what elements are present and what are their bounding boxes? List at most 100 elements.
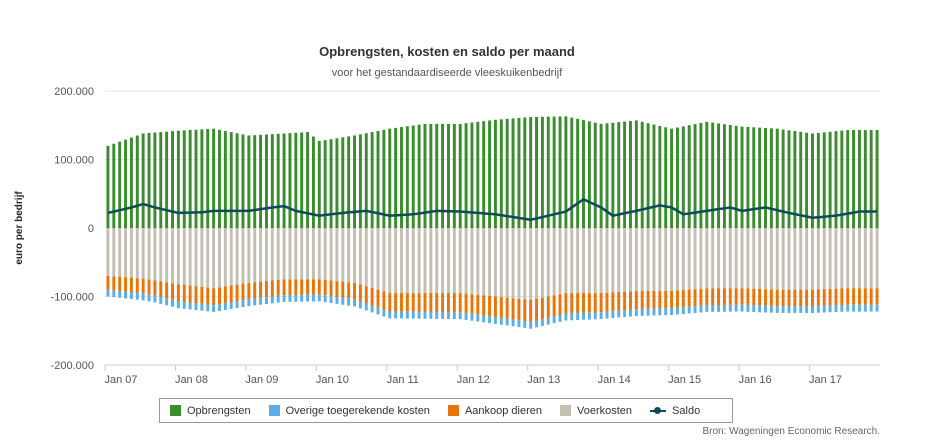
bar-opbrengsten [869,130,873,228]
y-axis-ticks: 200.000 100.000 0 -100.000 -200.000 [51,86,94,372]
bar-opbrengsten [241,134,245,228]
bar-overige-kosten [441,312,445,319]
bar-opbrengsten [664,127,668,228]
bar-voerkosten [182,228,186,285]
bar-aankoop-dieren [781,289,785,307]
bar-aankoop-dieren [734,288,738,305]
bar-aankoop-dieren [464,293,468,314]
bar-opbrengsten [376,130,380,228]
bar-overige-kosten [523,321,527,328]
bar-opbrengsten [540,116,544,228]
bar-overige-kosten [811,306,814,313]
bar-overige-kosten [182,301,186,309]
bar-overige-kosten [787,306,791,313]
bar-voerkosten [411,228,415,294]
bar-opbrengsten [617,122,621,228]
bar-opbrengsten [405,126,409,228]
bar-opbrengsten [775,128,779,228]
bar-aankoop-dieren [364,286,368,304]
y-tick-label: 0 [88,223,94,235]
bar-voerkosten [834,228,838,289]
saldo-line [107,197,878,222]
bar-voerkosten [552,228,556,296]
bar-overige-kosten [488,316,492,324]
bar-overige-kosten [552,316,556,324]
bar-overige-kosten [834,305,838,313]
bar-voerkosten [294,228,298,280]
bar-overige-kosten [658,308,662,316]
bar-voerkosten [329,228,333,281]
bar-opbrengsten [811,133,814,228]
bar-opbrengsten [288,133,292,228]
bar-aankoop-dieren [576,293,580,314]
bar-overige-kosten [764,305,767,313]
bar-overige-kosten [781,306,785,313]
bar-opbrengsten [435,123,439,228]
bar-voerkosten [493,228,497,297]
bar-overige-kosten [593,312,597,320]
bar-aankoop-dieren [857,288,861,305]
bar-overige-kosten [652,308,656,316]
bar-opbrengsten [382,129,386,228]
bar-aankoop-dieren [746,288,750,305]
legend-item-voerkosten[interactable]: Voerkosten [560,405,632,417]
bar-overige-kosten [793,306,797,313]
bar-voerkosten [499,228,503,298]
bar-opbrengsten [259,134,263,228]
bar-voerkosten [241,228,245,284]
bar-opbrengsten [623,121,627,228]
bar-opbrengsten [446,123,450,228]
bar-overige-kosten [546,317,550,325]
bar-opbrengsten [687,125,691,228]
bar-opbrengsten [517,117,521,228]
bar-overige-kosten [828,305,832,313]
legend-item-overige-kosten[interactable]: Overige toegerekende kosten [268,405,430,417]
bar-overige-kosten [282,295,286,302]
bar-opbrengsten [176,130,180,228]
legend-item-aankoop-dieren[interactable]: Aankoop dieren [447,405,542,417]
bar-opbrengsten [505,118,509,228]
x-tick-label: Jan 17 [809,374,842,386]
bar-voerkosten [623,228,627,292]
y-tick-label: 100.000 [54,155,94,167]
bar-aankoop-dieren [429,293,433,312]
bar-overige-kosten [241,300,245,308]
legend-item-saldo[interactable]: Saldo [650,405,700,417]
bar-overige-kosten [617,310,621,318]
bar-aankoop-dieren [863,288,867,305]
bar-opbrengsten [135,135,139,228]
bar-aankoop-dieren [435,293,439,313]
bar-overige-kosten [857,304,861,312]
bar-aankoop-dieren [582,293,585,313]
bar-voerkosten [699,228,703,289]
bar-aankoop-dieren [241,283,245,301]
bar-aankoop-dieren [664,291,668,309]
legend-item-opbrengsten[interactable]: Opbrengsten [170,405,251,417]
bar-opbrengsten [253,135,257,228]
bar-aankoop-dieren [206,287,210,305]
bar-voerkosten [206,228,210,288]
bar-aankoop-dieren [353,282,356,300]
bar-voerkosten [593,228,597,294]
bar-aankoop-dieren [758,288,762,306]
bar-aankoop-dieren [129,277,133,293]
bar-opbrengsten [658,125,662,228]
bar-aankoop-dieren [846,288,850,305]
bar-aankoop-dieren [728,288,732,305]
bar-opbrengsten [235,133,239,228]
bar-overige-kosten [452,312,456,320]
bar-overige-kosten [253,298,257,306]
bar-opbrengsten [799,131,803,228]
bar-aankoop-dieren [411,293,415,312]
bar-aankoop-dieren [499,297,503,318]
bar-aankoop-dieren [658,291,662,309]
bar-voerkosten [223,228,227,287]
bar-overige-kosten [270,296,274,304]
bar-opbrengsten [746,126,750,228]
bar-voerkosten [218,228,221,288]
bar-opbrengsten [499,119,503,228]
bar-aankoop-dieren [229,285,233,303]
bar-overige-kosten [294,294,298,302]
bar-voerkosten [417,228,421,294]
bar-aankoop-dieren [159,281,163,298]
